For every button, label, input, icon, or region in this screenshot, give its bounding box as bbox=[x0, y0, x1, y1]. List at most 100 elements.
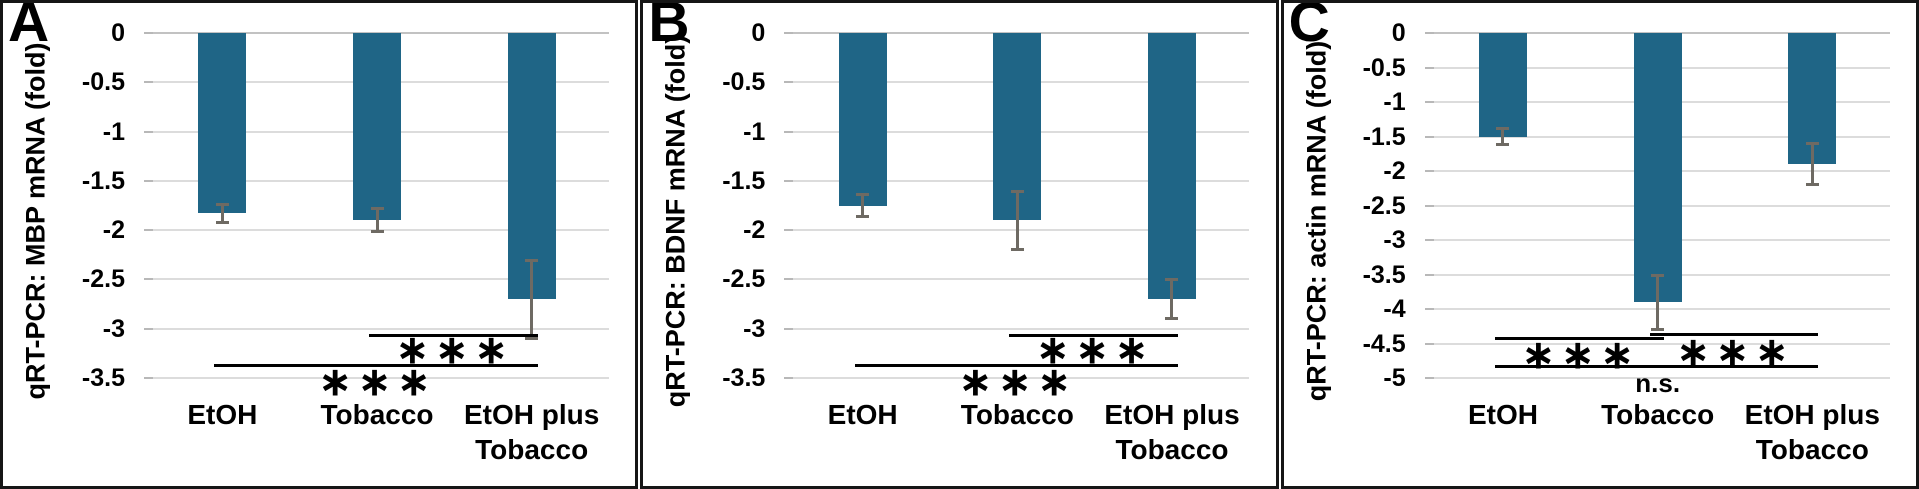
gridline bbox=[1425, 377, 1890, 379]
y-tick-label: -2.5 bbox=[81, 265, 125, 294]
significance-line bbox=[1649, 332, 1819, 336]
significance-label: ∗∗∗ bbox=[1521, 331, 1640, 378]
y-tick-label: -1 bbox=[102, 117, 125, 146]
error-bar bbox=[530, 259, 534, 339]
error-bar bbox=[1501, 127, 1505, 146]
y-tick-label: 0 bbox=[111, 19, 125, 47]
axis-tick-mark bbox=[784, 130, 794, 133]
category-label: EtOH plus Tobacco bbox=[1744, 399, 1880, 465]
error-bar bbox=[861, 193, 865, 218]
error-bar-cap-bottom bbox=[1496, 143, 1510, 147]
y-tick-label: -0.5 bbox=[722, 68, 766, 97]
axis-tick-mark bbox=[784, 32, 794, 34]
y-tick-label: -3.5 bbox=[722, 364, 766, 392]
y-tick-label: -2.5 bbox=[1362, 191, 1406, 220]
gridline bbox=[145, 377, 609, 379]
y-tick-label: -5 bbox=[1383, 364, 1406, 392]
panel-letter: B bbox=[648, 0, 689, 54]
y-tick-label: -2.5 bbox=[722, 265, 766, 294]
y-tick-label: -3 bbox=[102, 314, 125, 343]
category-label: Tobacco bbox=[960, 399, 1074, 430]
axis-tick-mark bbox=[784, 327, 794, 330]
significance-label: n.s. bbox=[1635, 367, 1681, 398]
axis-tick-mark bbox=[1424, 308, 1434, 310]
error-bar-cap-top bbox=[370, 207, 384, 211]
y-tick-label: -1 bbox=[743, 117, 766, 146]
significance-line bbox=[854, 364, 1178, 368]
y-axis-title: qRT-PCR: actin mRNA (fold) bbox=[1301, 40, 1332, 401]
axis-tick-mark bbox=[1424, 239, 1434, 241]
y-tick-label: -0.5 bbox=[81, 68, 125, 97]
error-bar-cap-top bbox=[1805, 142, 1819, 146]
y-tick-label: 0 bbox=[1391, 19, 1406, 47]
error-bar-cap-top bbox=[215, 202, 229, 206]
y-axis-title: qRT-PCR: BDNF mRNA (fold) bbox=[660, 34, 691, 407]
axis-tick-mark bbox=[144, 179, 153, 182]
axis-tick-mark bbox=[784, 81, 794, 84]
axis-tick-mark bbox=[1424, 101, 1434, 103]
axis-tick-mark bbox=[144, 278, 153, 281]
significance-line bbox=[1009, 333, 1178, 337]
error-bar bbox=[220, 203, 224, 224]
axis-tick-mark bbox=[784, 377, 794, 379]
y-tick-label: -1.5 bbox=[722, 166, 766, 195]
error-bar-cap-top bbox=[1496, 126, 1510, 130]
y-tick-label: -3.5 bbox=[81, 364, 125, 392]
axis-tick-mark bbox=[1424, 342, 1434, 345]
error-bar-cap-bottom bbox=[370, 230, 384, 234]
chart-panel-C: 0 -0.5 -1 -1.5 -2 -2.5 -3 -3.5 -4 -4.5 -5 ∗∗∗ ∗∗∗ n.s… bbox=[1280, 0, 1919, 489]
category-label: EtOH bbox=[187, 399, 258, 430]
axis-tick-mark bbox=[1424, 135, 1434, 138]
axis-tick-mark bbox=[1424, 66, 1434, 69]
category-label: EtOH bbox=[1467, 399, 1538, 430]
error-bar-cap-bottom bbox=[1010, 247, 1024, 251]
category-label: EtOH bbox=[827, 399, 898, 430]
category-label: EtOH plus Tobacco bbox=[463, 399, 600, 465]
bar-etoh-plus-tobacco bbox=[1788, 33, 1837, 165]
axis-tick-mark bbox=[1424, 204, 1434, 207]
error-bar-cap-top bbox=[1165, 278, 1179, 282]
bar-tobacco bbox=[1633, 33, 1682, 303]
error-bar bbox=[1015, 190, 1019, 250]
axis-tick-mark bbox=[784, 278, 794, 281]
gridline bbox=[145, 327, 609, 330]
bar-etoh-plus-tobacco bbox=[507, 33, 556, 300]
error-bar-cap-top bbox=[525, 258, 539, 262]
significance-label: ∗∗∗ bbox=[1035, 326, 1154, 373]
axis-tick-mark bbox=[144, 327, 153, 330]
error-bar-cap-top bbox=[1010, 189, 1024, 193]
error-bar-cap-bottom bbox=[215, 221, 229, 225]
y-tick-label: -2 bbox=[743, 216, 766, 245]
y-tick-label: -1 bbox=[1383, 88, 1406, 116]
error-bar-cap-bottom bbox=[1805, 182, 1819, 186]
y-axis-title: qRT-PCR: MBP mRNA (fold) bbox=[20, 42, 51, 399]
bar-tobacco bbox=[993, 33, 1042, 221]
error-bar bbox=[1810, 143, 1814, 185]
y-tick-label: -4.5 bbox=[1362, 329, 1406, 358]
gridline bbox=[785, 377, 1250, 379]
gridline bbox=[785, 278, 1250, 281]
error-bar bbox=[375, 208, 379, 233]
significance-label: ∗∗∗ bbox=[317, 358, 437, 405]
category-label: Tobacco bbox=[1601, 399, 1715, 430]
error-bar-cap-bottom bbox=[856, 215, 870, 219]
error-bar bbox=[1656, 274, 1660, 330]
y-tick-label: -3.5 bbox=[1362, 260, 1406, 289]
bar-etoh bbox=[198, 33, 247, 214]
gridline bbox=[1425, 342, 1890, 345]
axis-tick-mark bbox=[144, 130, 153, 133]
panel-letter: A bbox=[8, 0, 49, 54]
axis-tick-mark bbox=[784, 179, 794, 182]
error-bar-cap-bottom bbox=[1165, 316, 1179, 320]
y-tick-label: -3 bbox=[743, 314, 766, 343]
error-bar bbox=[1170, 279, 1174, 319]
category-label: EtOH plus Tobacco bbox=[1104, 399, 1240, 465]
significance-line bbox=[214, 364, 538, 368]
error-bar-cap-top bbox=[1651, 273, 1665, 277]
y-tick-label: 0 bbox=[751, 19, 766, 47]
chart-panel-A: 0 -0.5 -1 -1.5 -2 -2.5 -3 -3.5 ∗∗∗ ∗∗∗ EtOH Tobacco… bbox=[0, 0, 639, 489]
axis-tick-mark bbox=[1424, 170, 1434, 172]
y-tick-label: -3 bbox=[1383, 226, 1406, 254]
error-bar-cap-bottom bbox=[1651, 327, 1665, 331]
